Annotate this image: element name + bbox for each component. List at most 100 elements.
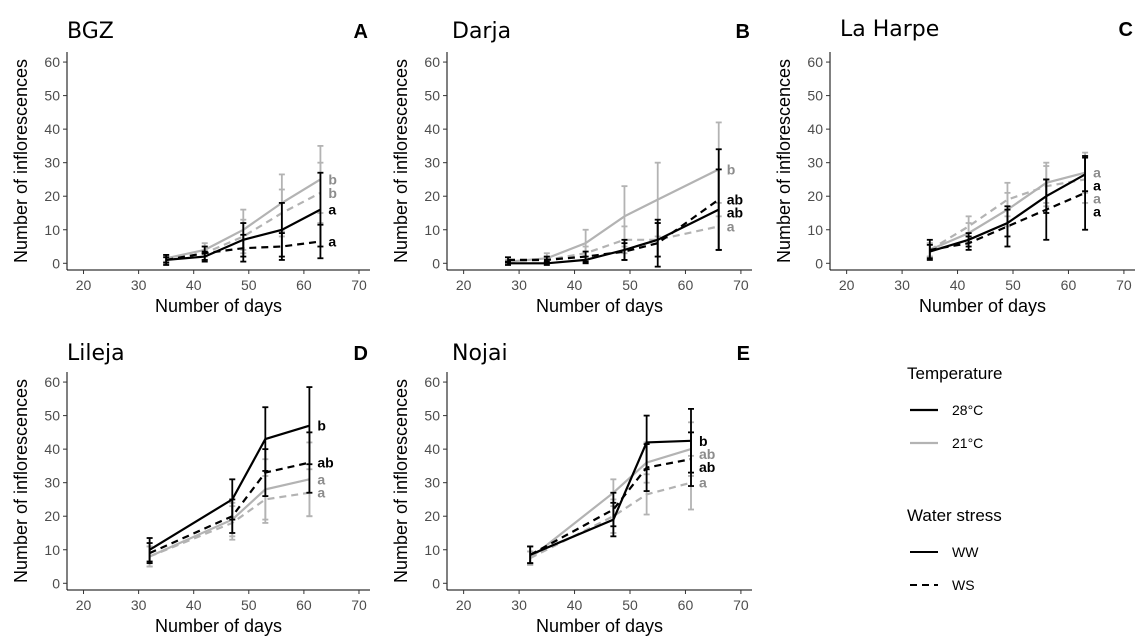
x-axis-title: Number of days (155, 616, 282, 636)
series-21c-ws (527, 454, 694, 566)
y-tick-label: 30 (424, 475, 440, 491)
significance-label: b (328, 185, 337, 201)
significance-label: b (699, 433, 708, 449)
series-line (149, 424, 310, 551)
significance-label: ab (317, 455, 333, 471)
x-tick-label: 30 (894, 277, 910, 293)
series-21c-ww (505, 121, 722, 265)
x-tick-label: 40 (950, 277, 966, 293)
panel-title: La Harpe (840, 17, 939, 42)
x-tick-label: 50 (241, 597, 257, 613)
legend-label-temperature: 28°C (952, 402, 983, 418)
y-tick-label: 40 (44, 441, 60, 457)
series-21c-ws (505, 202, 722, 265)
y-axis-title: Number of inflorescences (11, 59, 31, 263)
legend-title-water: Water stress (907, 506, 1002, 525)
significance-label: a (328, 233, 336, 249)
significance-label: ab (699, 459, 715, 475)
panel-letter: D (354, 343, 368, 365)
x-tick-label: 40 (567, 277, 583, 293)
x-tick-label: 20 (456, 277, 472, 293)
x-axis-title: Number of days (155, 296, 282, 316)
x-tick-label: 30 (131, 277, 147, 293)
x-tick-label: 50 (1005, 277, 1021, 293)
y-tick-label: 50 (807, 88, 823, 104)
panel-letter: C (1119, 19, 1133, 41)
panel-letter: A (354, 21, 368, 43)
legend-label-water: WS (952, 577, 975, 593)
significance-label: a (1093, 191, 1101, 207)
y-tick-label: 20 (424, 508, 440, 524)
panel-letter: E (737, 343, 750, 365)
x-tick-label: 70 (733, 277, 749, 293)
series-line (529, 481, 692, 560)
y-tick-label: 30 (424, 155, 440, 171)
y-tick-label: 20 (44, 508, 60, 524)
x-tick-label: 50 (241, 277, 257, 293)
y-axis-title: Number of inflorescences (391, 379, 411, 583)
y-tick-label: 60 (44, 54, 60, 70)
x-tick-label: 20 (839, 277, 855, 293)
series-line (929, 178, 1086, 251)
significance-label: ab (727, 205, 743, 221)
x-tick-label: 40 (567, 597, 583, 613)
x-tick-label: 70 (351, 597, 367, 613)
x-tick-label: 20 (76, 277, 92, 293)
panel-e: Nojai E 0 10 20 30 40 50 60 20 30 40 50 60 70 Number of… (391, 341, 752, 636)
y-tick-label: 60 (44, 374, 60, 390)
y-tick-label: 40 (44, 121, 60, 137)
significance-label: a (328, 202, 336, 218)
x-tick-label: 60 (678, 597, 694, 613)
y-tick-label: 40 (807, 121, 823, 137)
series-line (508, 208, 720, 265)
y-tick-label: 50 (424, 408, 440, 424)
series-line (529, 448, 692, 559)
x-tick-label: 30 (131, 597, 147, 613)
x-tick-label: 60 (678, 277, 694, 293)
y-tick-label: 0 (52, 255, 60, 271)
significance-label: b (317, 418, 326, 434)
x-tick-label: 20 (456, 597, 472, 613)
y-tick-label: 40 (424, 441, 440, 457)
panel-title: Darja (452, 19, 511, 44)
series-21c-ww (146, 441, 313, 568)
x-tick-label: 50 (622, 597, 638, 613)
series-line (508, 198, 720, 261)
x-tick-label: 20 (76, 597, 92, 613)
x-tick-label: 60 (1061, 277, 1077, 293)
significance-label: a (727, 218, 735, 234)
significance-label: a (1093, 165, 1101, 181)
y-tick-label: 0 (815, 255, 823, 271)
y-tick-label: 30 (44, 475, 60, 491)
y-axis-title: Number of inflorescences (391, 59, 411, 263)
y-tick-label: 10 (424, 222, 440, 238)
panel-a: BGZ A 0 10 20 30 40 50 60 20 30 40 50 60 70 Number of d… (11, 19, 370, 316)
y-tick-label: 20 (44, 188, 60, 204)
x-axis-title: Number of days (919, 296, 1046, 316)
panel-b: Darja B 0 10 20 30 40 50 60 20 30 40 50 60 70 Number of… (391, 19, 752, 316)
x-axis-title: Number of days (536, 616, 663, 636)
x-tick-label: 30 (511, 277, 527, 293)
legend-label-water: WW (952, 544, 979, 560)
y-axis-title: Number of inflorescences (11, 379, 31, 583)
panel-title: BGZ (67, 19, 114, 44)
significance-label: a (1093, 204, 1101, 220)
y-tick-label: 0 (432, 575, 440, 591)
x-tick-label: 70 (733, 597, 749, 613)
significance-label: b (328, 171, 337, 187)
x-tick-label: 30 (511, 597, 527, 613)
x-tick-label: 60 (296, 597, 312, 613)
legend: Temperature 28°C 21°C Water stress WW WS (907, 364, 1002, 593)
y-tick-label: 20 (807, 188, 823, 204)
panel-letter: B (736, 21, 750, 43)
x-tick-label: 70 (351, 277, 367, 293)
series-line (529, 458, 692, 556)
y-tick-label: 10 (807, 222, 823, 238)
y-tick-label: 10 (44, 222, 60, 238)
x-tick-label: 40 (186, 597, 202, 613)
y-tick-label: 40 (424, 121, 440, 137)
significance-label: a (699, 475, 707, 491)
panel-title: Nojai (452, 341, 508, 366)
significance-label: a (317, 485, 325, 501)
